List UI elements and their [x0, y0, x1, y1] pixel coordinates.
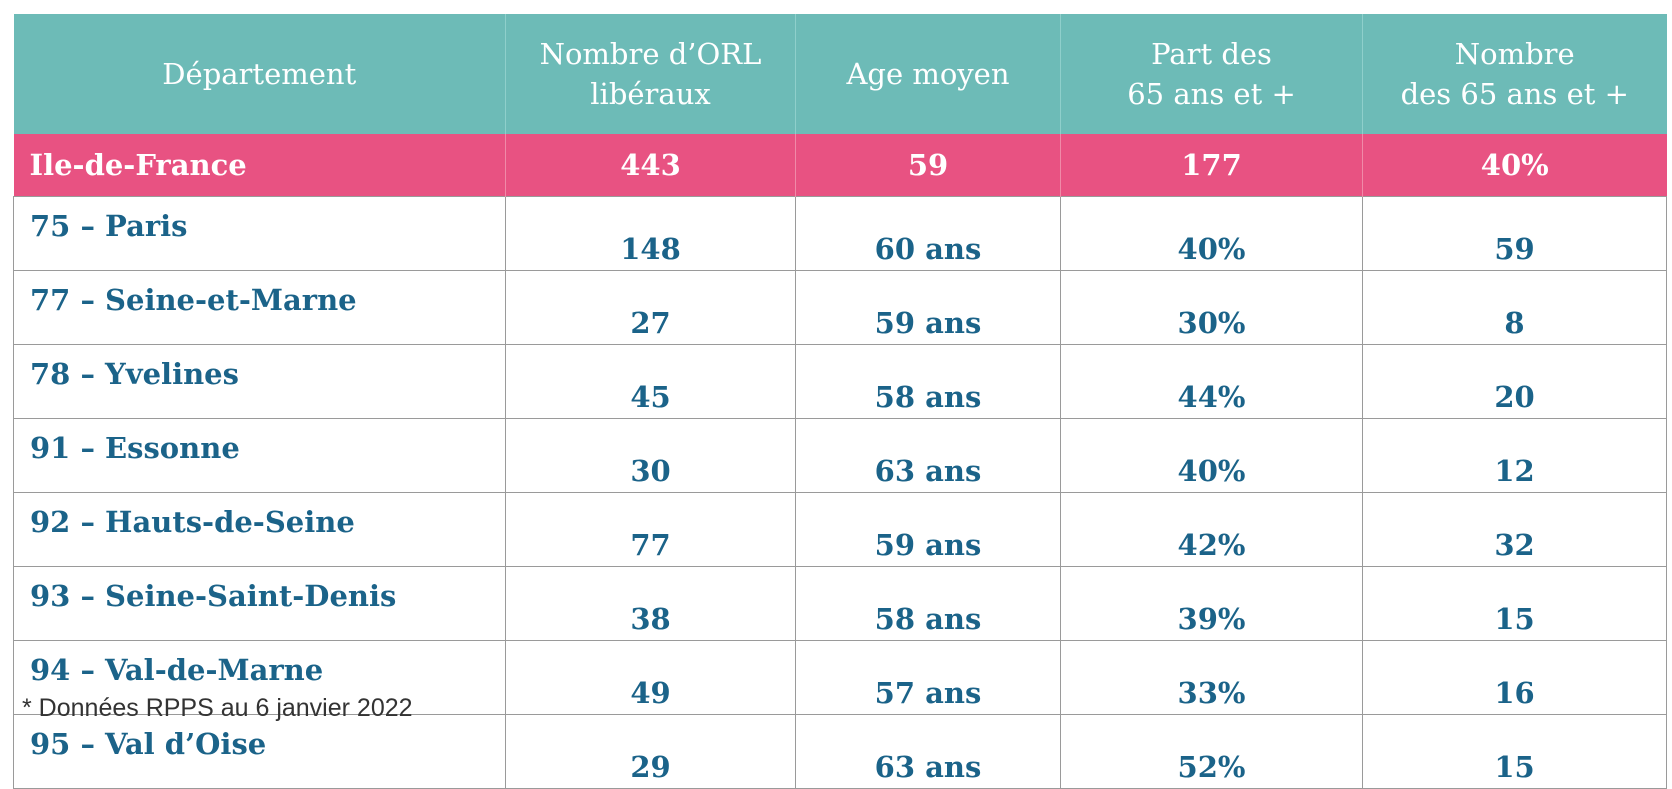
table-header: Département Nombre d’ORL libéraux Age mo… [13, 14, 1667, 134]
table-cell: 148 [505, 196, 796, 271]
table-cell: 16 [1362, 640, 1667, 715]
table-body: Ile-de-France 443 59 177 40% 75 – Paris 1… [13, 134, 1667, 789]
region-row: Ile-de-France 443 59 177 40% [13, 134, 1667, 197]
header-line: Département [162, 57, 357, 91]
header-nombre-orl: Nombre d’ORL libéraux [505, 14, 796, 134]
table-cell: 32 [1362, 492, 1667, 567]
department-name-cell: 94 – Val-de-Marne [13, 640, 506, 715]
table-cell: 52% [1060, 714, 1363, 789]
table-cell: 49 [505, 640, 796, 715]
department-name-cell: 77 – Seine-et-Marne [13, 270, 506, 345]
header-part-65: Part des 65 ans et + [1060, 14, 1363, 134]
table-cell: 58 ans [795, 344, 1061, 419]
table-cell: 57 ans [795, 640, 1061, 715]
region-value-cell: 443 [505, 134, 796, 197]
table-cell: 59 ans [795, 492, 1061, 567]
table-cell: 59 [1362, 196, 1667, 271]
table-cell: 77 [505, 492, 796, 567]
orl-table-container: Département Nombre d’ORL libéraux Age mo… [13, 14, 1667, 789]
table-cell: 59 ans [795, 270, 1061, 345]
header-row: Département Nombre d’ORL libéraux Age mo… [13, 14, 1667, 134]
table-cell: 29 [505, 714, 796, 789]
department-name-cell: 93 – Seine-Saint-Denis [13, 566, 506, 641]
header-nombre-65: Nombre des 65 ans et + [1362, 14, 1667, 134]
table-cell: 44% [1060, 344, 1363, 419]
table-cell: 38 [505, 566, 796, 641]
table-cell: 60 ans [795, 196, 1061, 271]
table-cell: 45 [505, 344, 796, 419]
header-line: 65 ans et + [1127, 77, 1296, 111]
table-cell: 8 [1362, 270, 1667, 345]
region-value-cell: 177 [1060, 134, 1363, 197]
table-cell: 63 ans [795, 714, 1061, 789]
table-cell: 40% [1060, 196, 1363, 271]
region-name-cell: Ile-de-France [13, 134, 506, 197]
table-cell: 15 [1362, 566, 1667, 641]
table-row: 75 – Paris 148 60 ans 40% 59 [13, 196, 1667, 271]
table-row: 91 – Essonne 30 63 ans 40% 12 [13, 418, 1667, 493]
header-line: des 65 ans et + [1400, 77, 1629, 111]
header-line: libéraux [590, 77, 711, 111]
table-cell: 63 ans [795, 418, 1061, 493]
table-cell: 42% [1060, 492, 1363, 567]
table-cell: 39% [1060, 566, 1363, 641]
department-name-cell: 95 – Val d’Oise [13, 714, 506, 789]
department-name-cell: 78 – Yvelines [13, 344, 506, 419]
table-row: 92 – Hauts-de-Seine 77 59 ans 42% 32 [13, 492, 1667, 567]
table-row: 77 – Seine-et-Marne 27 59 ans 30% 8 [13, 270, 1667, 345]
department-name-cell: 92 – Hauts-de-Seine [13, 492, 506, 567]
table-cell: 33% [1060, 640, 1363, 715]
department-name-cell: 75 – Paris [13, 196, 506, 271]
header-line: Nombre [1454, 37, 1575, 71]
table-cell: 27 [505, 270, 796, 345]
table-cell: 12 [1362, 418, 1667, 493]
department-name-cell: 91 – Essonne [13, 418, 506, 493]
header-age-moyen: Age moyen [795, 14, 1061, 134]
footnote: * Données RPPS au 6 janvier 2022 [22, 694, 413, 722]
table-cell: 15 [1362, 714, 1667, 789]
region-value-cell: 59 [795, 134, 1061, 197]
table-cell: 30 [505, 418, 796, 493]
table-row: 94 – Val-de-Marne 49 57 ans 33% 16 [13, 640, 1667, 715]
header-line: Nombre d’ORL [539, 37, 762, 71]
table-row: 93 – Seine-Saint-Denis 38 58 ans 39% 15 [13, 566, 1667, 641]
header-line: Part des [1151, 37, 1272, 71]
table-row: 78 – Yvelines 45 58 ans 44% 20 [13, 344, 1667, 419]
orl-data-table: Département Nombre d’ORL libéraux Age mo… [13, 14, 1667, 789]
table-cell: 40% [1060, 418, 1363, 493]
header-departement: Département [13, 14, 506, 134]
region-value-cell: 40% [1362, 134, 1667, 197]
table-cell: 58 ans [795, 566, 1061, 641]
table-row: 95 – Val d’Oise 29 63 ans 52% 15 [13, 714, 1667, 789]
header-line: Age moyen [846, 57, 1010, 91]
table-cell: 20 [1362, 344, 1667, 419]
table-cell: 30% [1060, 270, 1363, 345]
